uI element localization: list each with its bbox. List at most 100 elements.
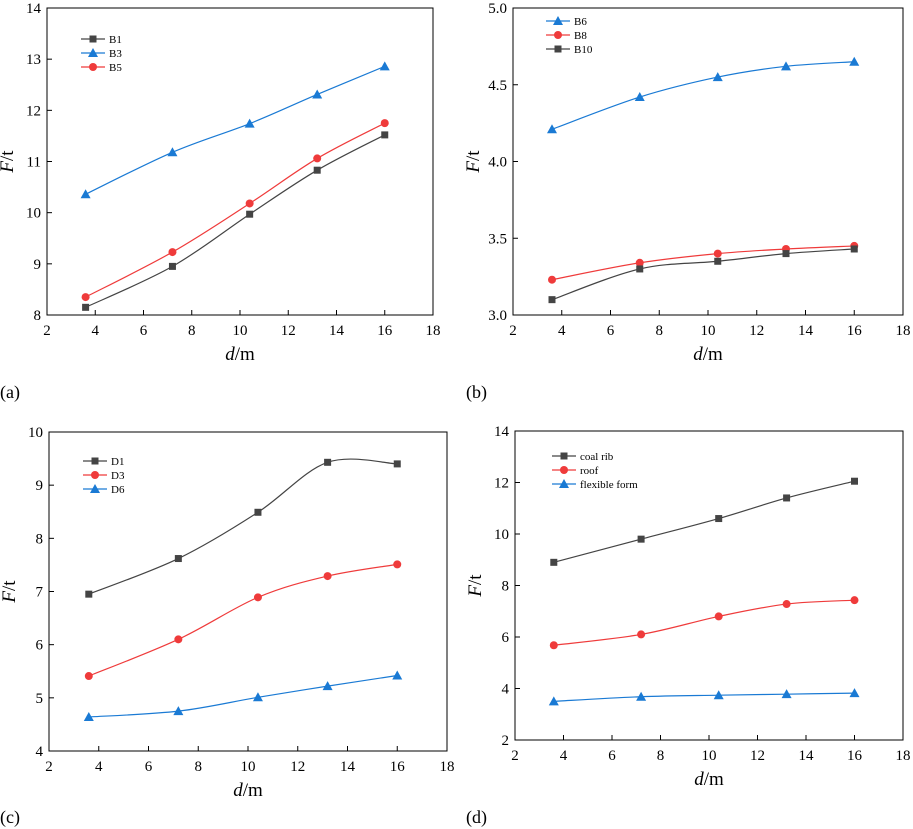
legend-marker [553, 16, 563, 25]
x-tick-label: 2 [43, 323, 51, 339]
data-point-b8 [713, 249, 722, 258]
y-tick-label: 4.0 [488, 155, 507, 171]
data-point-flexible-form [548, 696, 559, 706]
data-point-d1 [393, 460, 401, 468]
legend-label: roof [580, 465, 599, 477]
y-tick-label: 13 [26, 52, 41, 68]
legend-label: flexible form [580, 479, 638, 491]
y-tick-label: 10 [26, 206, 41, 222]
y-tick-label: 3.5 [488, 231, 507, 247]
x-tick-label: 10 [233, 323, 248, 339]
y-tick-label: 6 [36, 638, 44, 654]
x-axis-label: d/m [694, 769, 724, 790]
legend-marker [554, 31, 562, 39]
y-axis-symbol: F [463, 161, 484, 174]
x-tick-label: 8 [195, 759, 203, 775]
x-axis-unit: /m [243, 780, 263, 801]
legend-label: D3 [111, 470, 125, 482]
legend-marker [559, 479, 569, 488]
data-point-d6 [392, 670, 403, 680]
x-tick-label: 6 [140, 323, 148, 339]
x-tick-label: 4 [558, 323, 566, 339]
data-point-d1 [174, 555, 182, 563]
x-axis-label: d/m [233, 780, 263, 801]
panel-label: (d) [466, 807, 487, 828]
panel-2: 2 4 6 8 10 12 14 16 18 3.0 3.5 4.0 4.5 5.0 d/m F/t (b) B6… [463, 1, 911, 403]
series-line-d6 [88, 674, 398, 718]
x-tick-label: 18 [896, 748, 911, 764]
legend-label: B8 [574, 30, 587, 42]
plot-frame [46, 7, 434, 316]
y-tick-label: 6 [502, 630, 510, 646]
y-tick-label: 5.0 [488, 1, 507, 17]
x-tick-label: 12 [749, 323, 764, 339]
x-axis-label: d/m [225, 344, 255, 365]
data-point-b5 [380, 119, 389, 128]
y-axis-symbol: F [0, 591, 20, 604]
x-axis-symbol: d [693, 344, 703, 365]
data-point-b3 [244, 118, 255, 128]
data-point-b6 [849, 56, 860, 66]
x-tick-label: 10 [701, 323, 716, 339]
data-point-b3 [167, 147, 178, 157]
data-point-b1 [82, 303, 90, 311]
data-point-b3 [80, 189, 91, 199]
legend-marker [91, 471, 99, 479]
data-point-flexible-form [636, 691, 647, 701]
data-point-d3 [253, 593, 262, 602]
x-tick-label: 14 [798, 323, 814, 339]
x-tick-label: 10 [241, 759, 256, 775]
data-point-b10 [548, 296, 556, 304]
y-tick-label: 9 [36, 478, 44, 494]
legend-label: B10 [574, 44, 593, 56]
legend-marker [554, 45, 562, 53]
y-tick-label: 12 [26, 103, 41, 119]
series-line-flexible-form [553, 692, 855, 702]
x-tick-label: 18 [896, 323, 911, 339]
data-point-b3 [379, 61, 390, 71]
y-axis-symbol: F [0, 161, 18, 174]
plot-frame [512, 7, 904, 316]
legend-marker [89, 35, 97, 43]
x-axis-unit: /m [703, 344, 723, 365]
x-tick-label: 14 [799, 748, 815, 764]
data-point-d6 [173, 706, 184, 716]
x-tick-label: 16 [847, 323, 863, 339]
data-point-b10 [636, 265, 644, 273]
y-tick-label: 7 [36, 585, 44, 601]
panel-label: (c) [0, 807, 20, 828]
x-tick-label: 16 [390, 759, 406, 775]
data-point-b10 [782, 250, 790, 258]
y-tick-label: 10 [494, 527, 509, 543]
data-point-d6 [83, 711, 94, 721]
y-tick-label: 9 [34, 257, 42, 273]
y-axis-unit: /t [463, 150, 484, 161]
x-tick-label: 8 [657, 748, 665, 764]
x-axis-symbol: d [694, 769, 704, 790]
legend-label: B1 [109, 34, 122, 46]
y-axis-unit: /t [465, 574, 486, 585]
plot-frame [48, 431, 448, 752]
data-point-b6 [781, 61, 791, 71]
y-tick-label: 11 [27, 155, 41, 171]
series-line-b5 [85, 122, 386, 298]
x-tick-label: 4 [95, 759, 103, 775]
data-point-d3 [393, 560, 402, 569]
series-line-coal-rib [553, 480, 855, 563]
panel-label: (a) [0, 382, 20, 403]
x-tick-label: 2 [45, 759, 53, 775]
y-tick-label: 4 [36, 744, 44, 760]
data-point-b6 [547, 124, 557, 134]
y-tick-label: 10 [28, 425, 43, 441]
data-point-d6 [322, 681, 333, 691]
legend-label: B6 [574, 16, 587, 28]
x-tick-label: 2 [509, 323, 517, 339]
data-point-d1 [254, 508, 262, 516]
legend-marker [88, 48, 98, 57]
data-point-b10 [850, 245, 858, 253]
data-point-b8 [548, 275, 556, 284]
legend-label: D6 [111, 484, 125, 496]
data-point-b10 [714, 257, 722, 265]
